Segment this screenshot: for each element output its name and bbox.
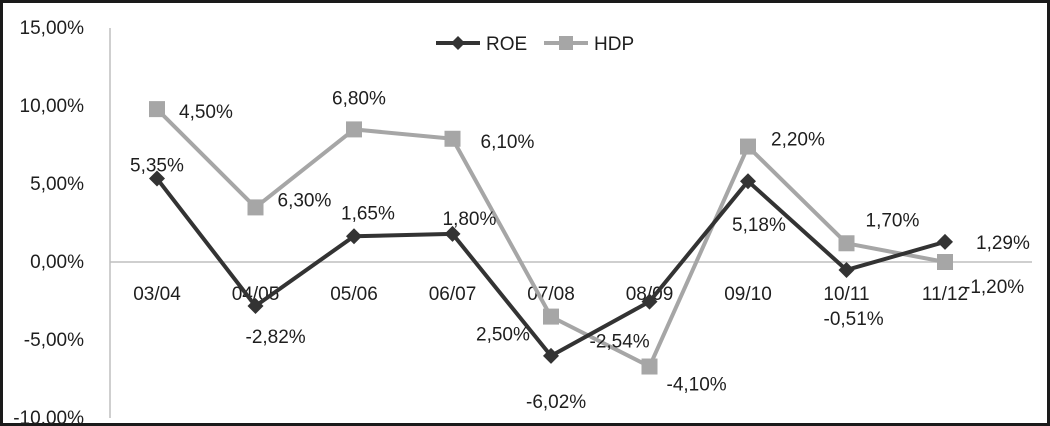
data-point-roe [247, 297, 264, 314]
data-point-hdp [641, 358, 658, 375]
x-axis-ticks: 03/0404/0505/0606/0707/0808/0909/1010/11… [133, 284, 968, 305]
data-point-roe [543, 347, 559, 364]
y-tick-label: 0,00% [30, 252, 84, 273]
x-tick-label: 10/11 [823, 284, 869, 305]
y-tick-label: 15,00% [20, 18, 85, 39]
data-label-hdp: -4,10% [667, 375, 727, 396]
data-point-roe [444, 225, 461, 242]
x-tick-label: 09/10 [724, 284, 772, 305]
x-tick-label: 07/08 [527, 284, 575, 305]
x-tick-label: 11/12 [922, 284, 968, 305]
data-point-roe [346, 228, 362, 245]
data-point-hdp [937, 254, 953, 270]
data-label-hdp: 1,70% [866, 210, 920, 231]
data-point-roe [838, 261, 855, 278]
data-label-roe: 1,29% [976, 233, 1030, 254]
legend-label-hdp: HDP [594, 34, 634, 55]
y-tick-label: 10,00% [20, 96, 85, 117]
data-label-roe: 5,18% [732, 215, 786, 236]
legend-marker-roe [451, 36, 465, 50]
data-point-roe [641, 293, 658, 310]
data-point-roe [937, 233, 953, 250]
legend-item-roe: ROE [436, 34, 527, 55]
data-label-roe: -2,82% [246, 327, 306, 348]
y-axis-ticks: 15,00% 10,00% 5,00% 0,00% -5,00% -10,00% [13, 18, 84, 426]
data-point-hdp [543, 308, 559, 325]
legend-item-hdp: HDP [544, 34, 634, 55]
data-point-hdp [346, 121, 362, 138]
data-point-roe [149, 170, 165, 187]
data-point-roe [740, 173, 756, 190]
data-label-roe: 1,65% [341, 203, 395, 224]
y-tick-label: -5,00% [24, 330, 84, 351]
x-tick-label: 05/06 [330, 284, 378, 305]
data-label-roe: -0,51% [824, 309, 884, 330]
data-point-hdp [149, 101, 165, 118]
legend-label-roe: ROE [486, 34, 527, 55]
data-point-hdp [838, 235, 855, 252]
legend-marker-hdp [559, 36, 573, 50]
data-label-hdp: -1,20% [964, 277, 1024, 298]
data-point-hdp [740, 138, 756, 155]
data-label-roe: -6,02% [526, 392, 586, 413]
data-point-hdp [247, 199, 264, 216]
x-tick-label: 06/07 [429, 284, 477, 305]
y-tick-label: 5,00% [30, 174, 84, 195]
data-label-hdp: 2,20% [771, 130, 825, 151]
data-label-hdp: 6,30% [278, 190, 332, 211]
data-label-roe: 5,35% [130, 156, 184, 177]
data-label-roe: -2,54% [590, 332, 650, 353]
x-tick-label: 03/04 [133, 284, 181, 305]
data-label-hdp: 6,80% [332, 88, 386, 109]
chart-legend: ROE HDP [436, 34, 634, 55]
y-tick-label: -10,00% [13, 408, 84, 426]
data-label-hdp: 2,50% [476, 325, 530, 346]
data-labels: 5,35% -2,82% 1,65% 1,80% -6,02% -2,54% 5,18% -0… [130, 88, 1030, 413]
data-label-roe: 1,80% [443, 209, 497, 230]
data-label-hdp: 6,10% [481, 132, 535, 153]
data-label-hdp: 4,50% [179, 102, 233, 123]
data-point-hdp [444, 130, 461, 147]
series-layer [149, 101, 953, 375]
